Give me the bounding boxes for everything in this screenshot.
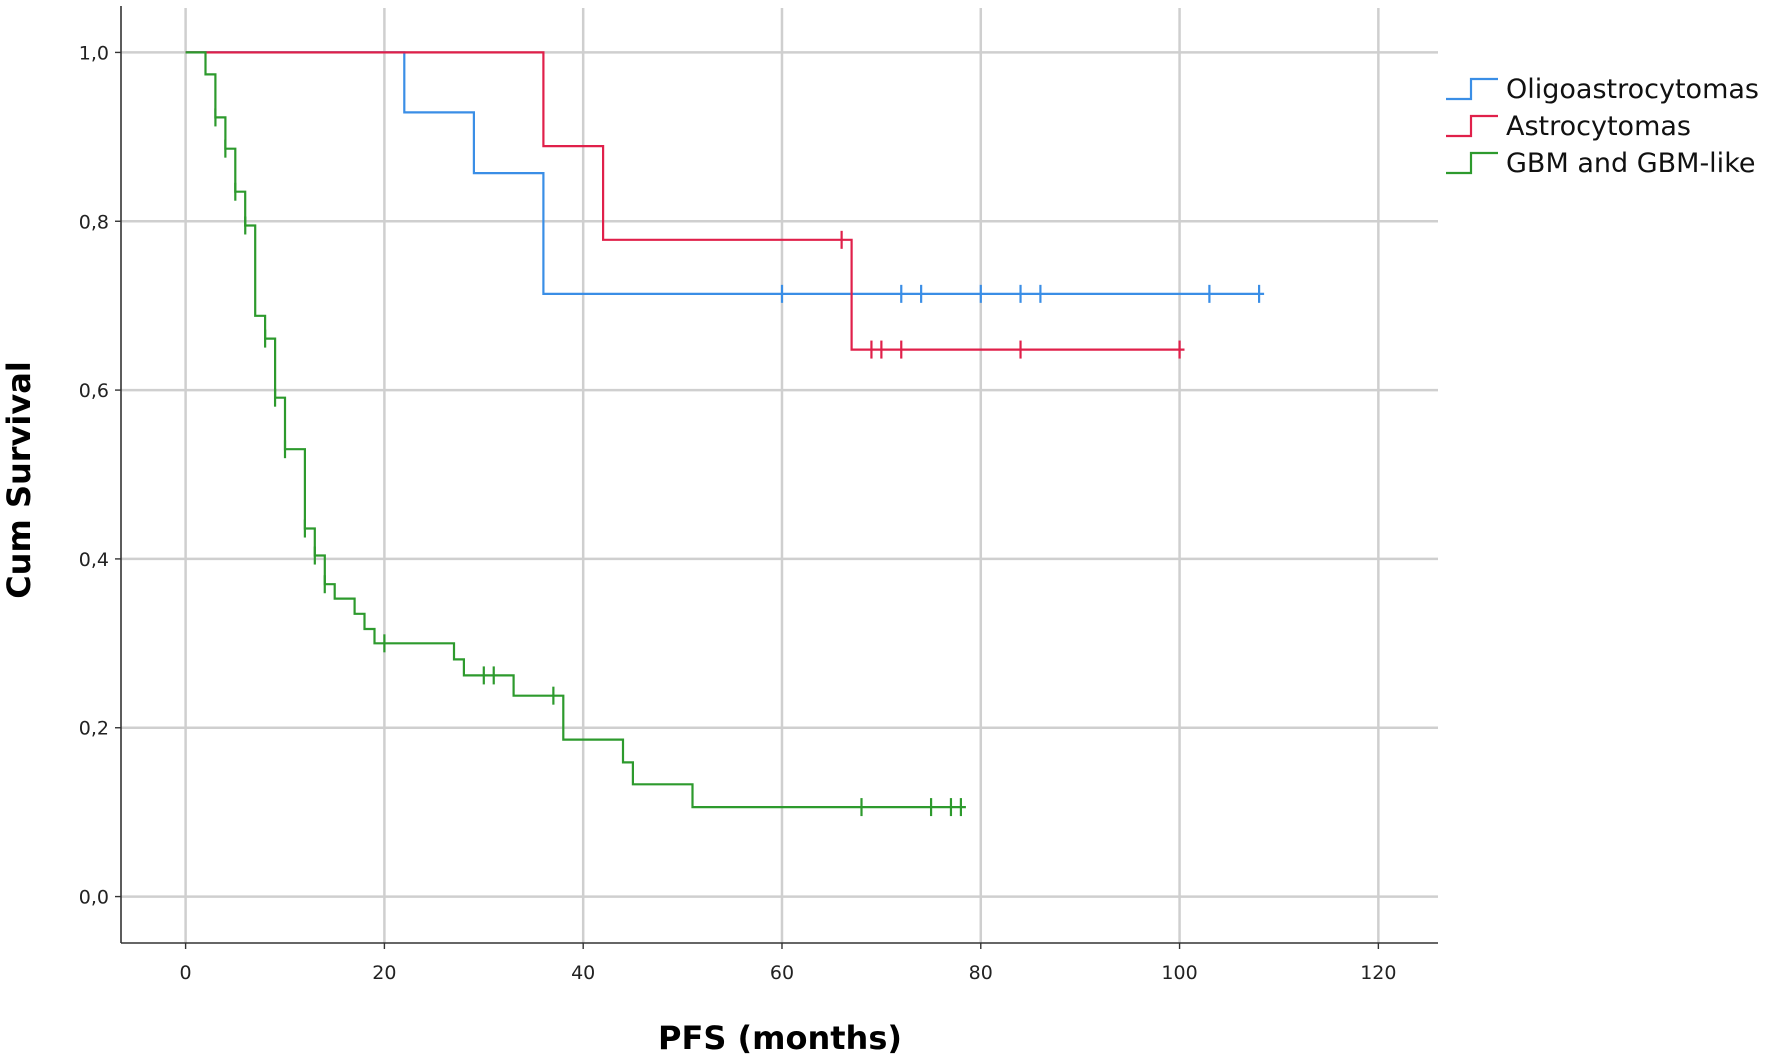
y-tick-label: 0,6 <box>79 380 109 402</box>
y-tick-label: 0,0 <box>79 887 109 909</box>
series-group <box>185 51 1265 303</box>
survival-curve <box>185 51 1265 295</box>
series-group <box>185 51 966 817</box>
legend: Oligoastrocytomas Astrocytomas GBM and GBM… <box>1446 74 1759 179</box>
legend-label: GBM and GBM-like <box>1506 148 1755 179</box>
axes <box>115 6 1438 949</box>
x-tick-label: 120 <box>1360 962 1396 984</box>
legend-swatch <box>1446 151 1498 175</box>
legend-label: Astrocytomas <box>1506 111 1691 142</box>
y-tick-label: 0,4 <box>79 549 109 571</box>
y-tick-label: 0,8 <box>79 211 109 233</box>
x-axis-title: PFS (months) <box>658 1019 902 1057</box>
x-tick-label: 60 <box>770 962 794 984</box>
x-tick-label: 40 <box>571 962 595 984</box>
y-tick-label: 0,2 <box>79 718 109 740</box>
y-axis-title: Cum Survival <box>0 361 38 599</box>
series-group <box>185 51 1185 359</box>
gridlines <box>121 8 1438 943</box>
x-tick-label: 20 <box>372 962 396 984</box>
legend-swatch <box>1446 77 1498 101</box>
survival-curve <box>185 51 1185 351</box>
survival-curves <box>185 51 1265 817</box>
x-tick-label: 80 <box>969 962 993 984</box>
legend-swatch <box>1446 114 1498 138</box>
y-tick-label: 1,0 <box>79 42 109 64</box>
x-tick-label: 100 <box>1161 962 1197 984</box>
x-tick-label: 0 <box>180 962 192 984</box>
tick-labels: 0 20 40 60 80 100 120 0,0 0,2 0,4 0,6 0,8 1,0 <box>79 42 1397 984</box>
legend-label: Oligoastrocytomas <box>1506 74 1759 105</box>
